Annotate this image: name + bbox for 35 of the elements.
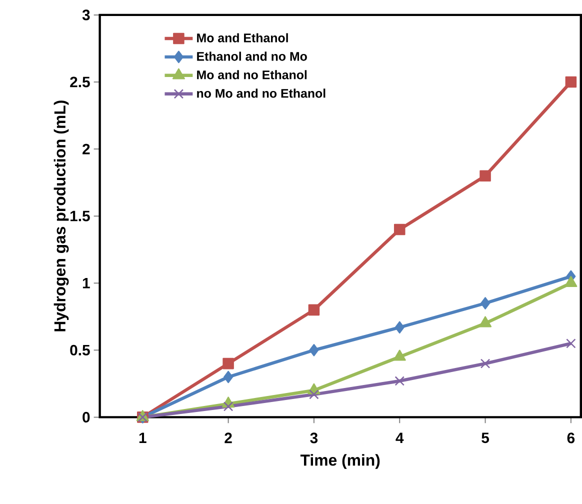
y-tick-label: 1 (82, 278, 90, 288)
point (393, 350, 406, 361)
y-tick-label: 2 (82, 144, 90, 154)
point (566, 338, 576, 348)
x-tick-label: 3 (310, 432, 318, 444)
y-axis-title: Hydrogen gas production (mL) (54, 100, 69, 332)
x-tick-label: 1 (139, 432, 146, 443)
y-tick-label: 0.5 (70, 344, 90, 356)
x-tick-label: 2 (224, 432, 232, 444)
point (480, 297, 490, 310)
y-tick-label: 0 (82, 412, 90, 422)
point (224, 370, 234, 384)
point (565, 76, 577, 88)
point (394, 376, 405, 386)
point (309, 344, 319, 356)
point (394, 321, 404, 334)
point (308, 304, 320, 316)
point (479, 316, 492, 328)
point (394, 224, 406, 236)
point (222, 358, 234, 370)
legend-label: Ethanol and no Mo (197, 52, 307, 61)
x-tick-label: 4 (396, 432, 404, 443)
y-tick-label: 2.5 (70, 76, 90, 88)
y-tick-label: 3 (82, 10, 90, 20)
x-tick-label: 5 (482, 432, 490, 444)
legend-label: no Mo and no Ethanol (197, 88, 326, 98)
x-axis-title: Time (min) (300, 454, 380, 469)
point (480, 358, 490, 368)
y-tick-label: 1.5 (70, 210, 90, 222)
legend-label: Mo and Ethanol (197, 33, 288, 42)
x-tick-label: 6 (567, 432, 575, 444)
point (309, 390, 319, 400)
legend-label: Mo and no Ethanol (197, 70, 307, 80)
point (223, 402, 234, 412)
point (480, 170, 491, 182)
